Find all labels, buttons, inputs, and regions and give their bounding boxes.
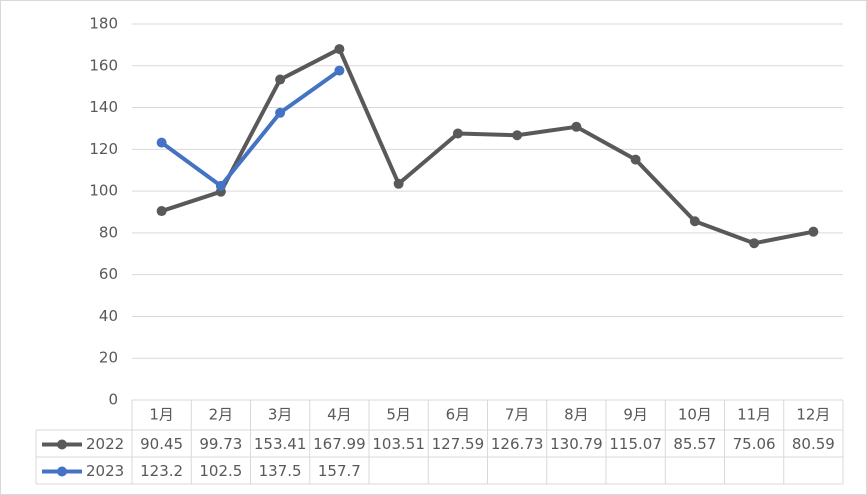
table-value: 153.41 — [254, 435, 307, 453]
x-tick-label: 7月 — [505, 406, 530, 424]
y-tick-label: 60 — [99, 265, 118, 283]
point — [215, 180, 226, 191]
series-line — [161, 47, 814, 246]
table-value: 167.99 — [313, 435, 366, 453]
point — [334, 65, 345, 76]
point — [275, 107, 286, 118]
x-tick-label: 6月 — [446, 406, 471, 424]
x-tick-label: 5月 — [386, 406, 411, 424]
point — [334, 44, 345, 55]
table-value: 102.5 — [199, 462, 242, 480]
table-value: 137.5 — [259, 462, 302, 480]
point — [808, 226, 819, 237]
x-tick-label: 8月 — [564, 406, 589, 424]
x-tick-label: 2月 — [209, 406, 234, 424]
table-value: 115.07 — [609, 435, 662, 453]
x-tick-label: 12月 — [796, 406, 830, 424]
series-line — [160, 68, 341, 188]
x-tick-label: 4月 — [327, 406, 352, 424]
y-tick-label: 40 — [99, 307, 118, 325]
y-tick-label: 180 — [89, 15, 118, 33]
x-tick-label: 9月 — [623, 406, 648, 424]
table-value: 90.45 — [140, 435, 183, 453]
point — [571, 121, 582, 132]
x-tick-label: 11月 — [737, 406, 771, 424]
point — [275, 74, 286, 85]
point — [630, 154, 641, 165]
y-tick-label: 20 — [99, 349, 118, 367]
point — [512, 130, 523, 141]
x-tick-label: 3月 — [268, 406, 293, 424]
x-tick-label: 10月 — [678, 406, 712, 424]
table-value: 157.7 — [318, 462, 361, 480]
point — [749, 238, 760, 249]
y-tick-label: 80 — [99, 223, 118, 241]
y-tick-label: 120 — [89, 140, 118, 158]
y-tick-label: 0 — [108, 391, 118, 409]
table-value: 99.73 — [199, 435, 242, 453]
point — [689, 216, 700, 227]
point — [156, 137, 167, 148]
point — [452, 128, 463, 139]
table-value: 127.59 — [432, 435, 485, 453]
y-tick-label: 100 — [89, 182, 118, 200]
table-value: 130.79 — [550, 435, 603, 453]
legend-label: 2023 — [86, 462, 124, 480]
table-value: 85.57 — [673, 435, 716, 453]
y-tick-label: 160 — [89, 56, 118, 74]
table-value: 126.73 — [491, 435, 544, 453]
legend-marker — [57, 466, 67, 477]
table-value: 123.2 — [140, 462, 183, 480]
legend-marker — [57, 439, 67, 450]
x-tick-label: 1月 — [149, 406, 174, 424]
table-value: 103.51 — [372, 435, 425, 453]
point — [156, 206, 167, 217]
y-tick-label: 140 — [89, 98, 118, 116]
legend-label: 2022 — [86, 435, 124, 453]
table-value: 80.59 — [792, 435, 835, 453]
table-value: 75.06 — [733, 435, 776, 453]
point — [393, 178, 404, 189]
